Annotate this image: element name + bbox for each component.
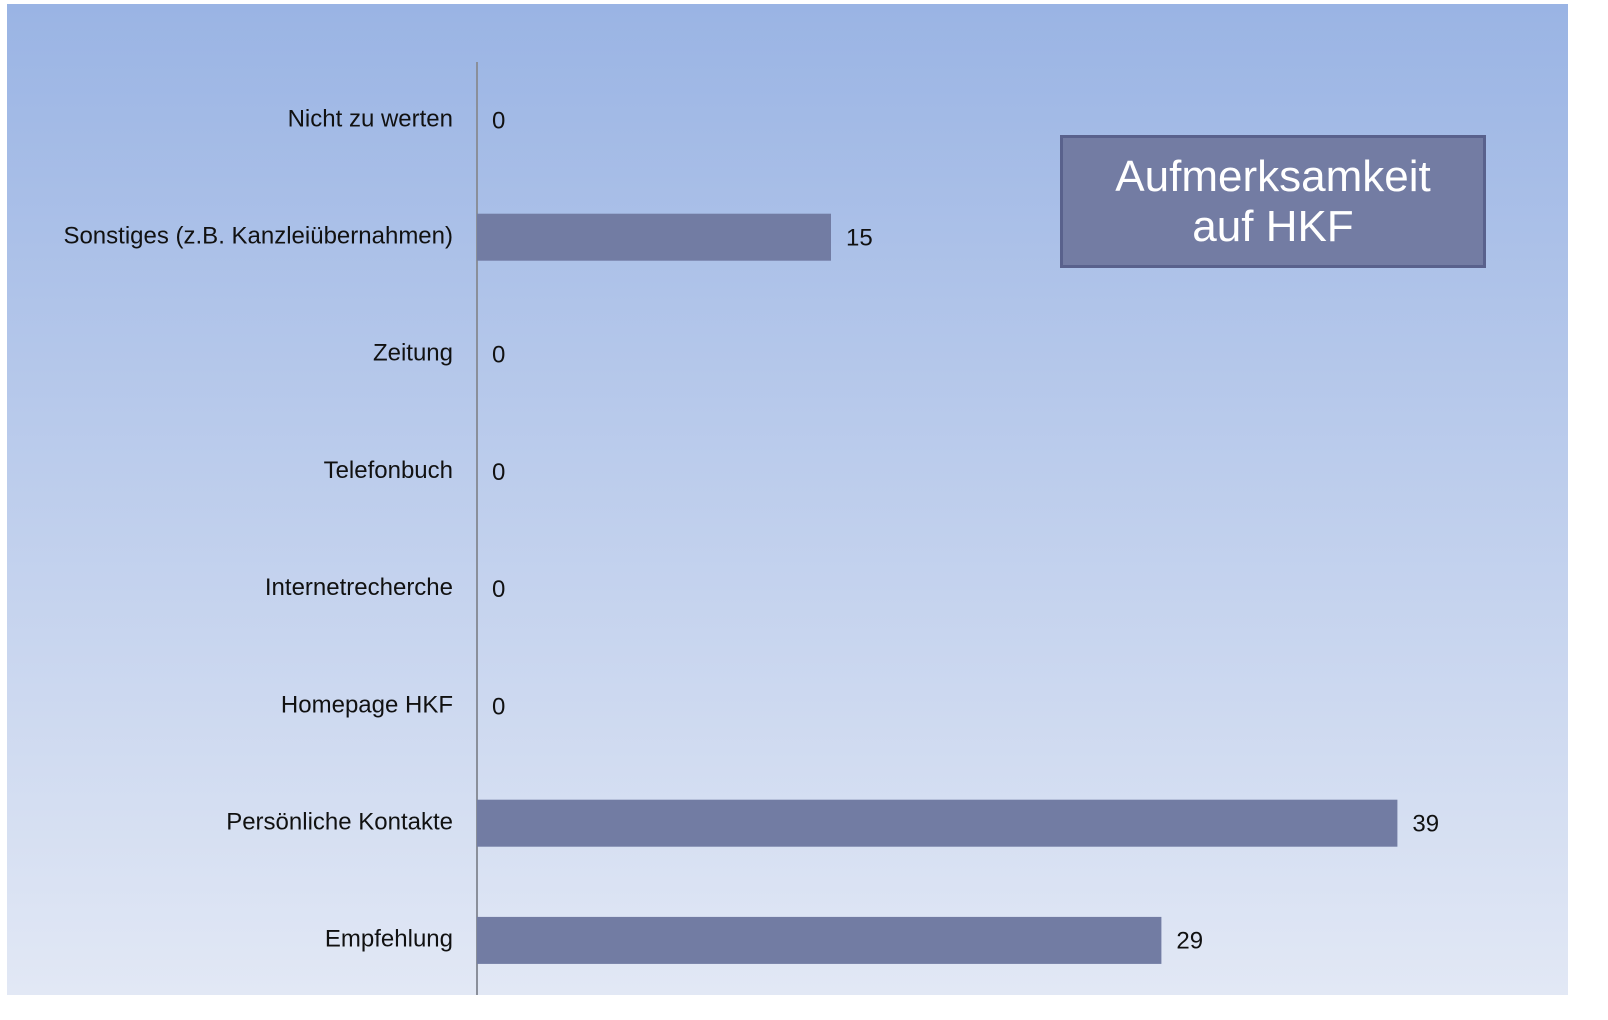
category-label: Zeitung	[373, 340, 453, 367]
bar	[477, 213, 831, 261]
bar	[477, 799, 1398, 847]
data-label: 0	[492, 576, 505, 603]
data-label: 29	[1176, 928, 1203, 955]
category-label: Sonstiges (z.B. Kanzleiübernahmen)	[63, 223, 453, 250]
category-label: Persönliche Kontakte	[226, 809, 453, 836]
category-label: Nicht zu werten	[288, 105, 453, 132]
bar	[477, 916, 1162, 964]
category-label: Homepage HKF	[281, 691, 453, 718]
data-label: 0	[492, 459, 505, 486]
data-label: 0	[492, 693, 505, 720]
category-label: Telefonbuch	[324, 457, 453, 484]
data-label: 0	[492, 107, 505, 134]
data-label: 39	[1412, 811, 1439, 838]
category-label: Internetrecherche	[265, 574, 453, 601]
data-label: 0	[492, 342, 505, 369]
data-label: 15	[846, 225, 873, 252]
category-label: Empfehlung	[325, 926, 453, 953]
chart-title: Aufmerksamkeit auf HKF	[1060, 135, 1486, 268]
